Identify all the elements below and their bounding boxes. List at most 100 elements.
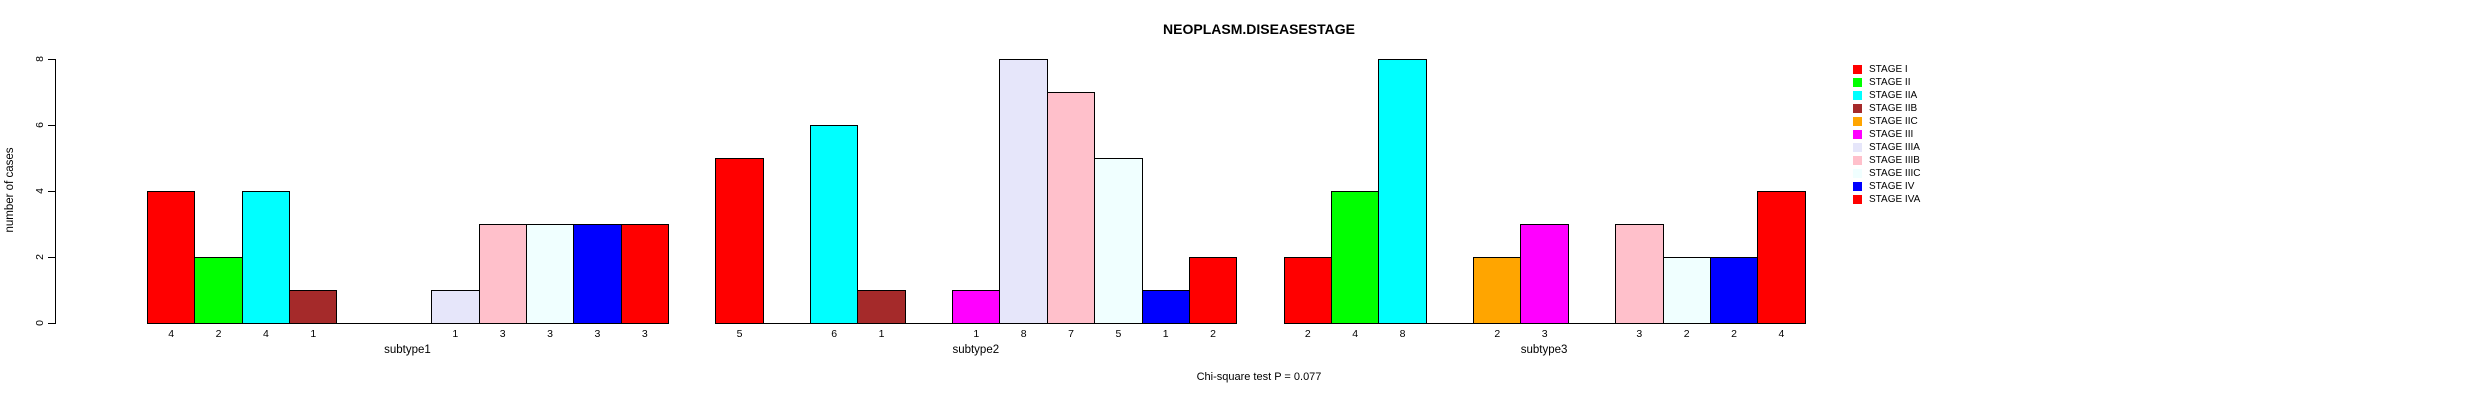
legend-label: STAGE IV [1869,181,1915,192]
bar-value-label: 4 [168,328,175,340]
bar-value-label: 3 [594,328,601,340]
bar-value-label: 2 [1304,328,1311,340]
y-axis-tick-label: 6 [34,122,46,128]
bar-value-label: 1 [452,328,459,340]
legend-item: STAGE IV [1853,180,1921,193]
bar-value-label: 1 [878,328,885,340]
bar-subtype2-stage-iiia [999,59,1048,324]
legend-swatch-icon [1853,78,1862,87]
bar-subtype3-stage-ii [1331,191,1380,324]
bar-value-label: 1 [973,328,980,340]
bar-subtype3-stage-iia [1378,59,1427,324]
bar-value-label: 3 [547,328,553,340]
bar-value-label: 5 [1115,328,1122,340]
legend-swatch-icon [1853,65,1862,74]
y-axis-line [55,59,56,324]
legend-item: STAGE IVA [1853,193,1921,206]
legend-label: STAGE IIIC [1869,168,1921,179]
legend-swatch-icon [1853,143,1862,152]
x-axis-group-label: subtype2 [952,344,1000,356]
bar-value-label: 1 [1162,328,1169,340]
legend-label: STAGE IIB [1869,103,1918,114]
bar-value-label: 2 [215,328,222,340]
bar-value-label: 4 [1778,328,1785,340]
bar-value-label: 4 [1352,328,1359,340]
legend-label: STAGE IIC [1869,116,1918,127]
bar-subtype1-stage-iiib [478,224,527,324]
legend-item: STAGE IIB [1853,102,1921,115]
x-axis-group-label: subtype3 [1520,344,1568,356]
legend-item: STAGE IIIA [1853,141,1921,154]
zero-height-bar-subtype2-stage-ii [762,323,812,324]
legend-item: STAGE III [1853,128,1921,141]
bar-subtype1-stage-iva [620,224,669,324]
bar-value-label: 1 [310,328,317,340]
legend-label: STAGE II [1869,77,1911,88]
legend-swatch-icon [1853,169,1862,178]
bar-value-label: 8 [1399,328,1406,340]
bar-subtype3-stage-iva [1757,191,1806,324]
bar-subtype2-stage-iib [857,290,906,324]
legend-swatch-icon [1853,156,1862,165]
legend-swatch-icon [1853,104,1862,113]
y-axis-label: number of cases [4,147,16,233]
bar-value-label: 3 [499,328,506,340]
y-axis-tick [48,191,55,192]
legend-swatch-icon [1853,182,1862,191]
bar-subtype2-stage-iv [1141,290,1190,324]
legend-item: STAGE II [1853,76,1921,89]
bar-subtype1-stage-iiia [431,290,480,324]
zero-height-bar-subtype2-stage-iic [904,323,954,324]
bar-subtype3-stage-iii [1520,224,1569,324]
bar-value-label: 2 [1494,328,1501,340]
bar-subtype2-stage-iiib [1046,92,1096,324]
bar-subtype3-stage-iic [1473,257,1522,324]
legend-swatch-icon [1853,117,1862,126]
bar-value-label: 5 [736,328,743,340]
y-axis-tick-label: 8 [34,56,46,62]
legend-item: STAGE IIA [1853,89,1921,102]
zero-height-bar-subtype1-stage-iii [383,323,433,324]
bar-value-label: 4 [262,328,269,340]
bar-value-label: 2 [1683,328,1690,340]
bar-subtype2-stage-i [715,158,764,324]
bar-subtype1-stage-ii [194,257,243,324]
legend-label: STAGE III [1869,129,1914,140]
bar-subtype2-stage-iia [810,125,859,324]
bar-subtype3-stage-iiib [1615,224,1664,324]
bar-subtype1-stage-iib [289,290,338,324]
legend-item: STAGE IIC [1853,115,1921,128]
legend-label: STAGE IIIA [1869,142,1920,153]
bar-subtype3-stage-i [1283,257,1332,324]
legend-item: STAGE IIIC [1853,167,1921,180]
bar-subtype2-stage-iii [952,290,1001,324]
bar-subtype1-stage-i [147,191,196,324]
legend-swatch-icon [1853,130,1862,139]
y-axis-tick [48,257,55,258]
y-axis-tick [48,323,55,324]
legend-item: STAGE IIIB [1853,154,1921,167]
bar-value-label: 8 [1020,328,1027,340]
y-axis-tick-label: 2 [34,254,46,260]
bar-subtype1-stage-iiic [525,224,575,324]
zero-height-bar-subtype3-stage-iib [1425,323,1475,324]
chart-title: NEOPLASM.DISEASESTAGE [1163,21,1355,37]
bar-value-label: 3 [641,328,648,340]
bar-value-label: 2 [1731,328,1737,340]
zero-height-bar-subtype1-stage-iic [336,323,385,324]
bar-value-label: 3 [1636,328,1643,340]
bar-subtype2-stage-iiic [1094,158,1143,324]
bar-value-label: 7 [1068,328,1074,340]
bar-subtype2-stage-iva [1188,257,1238,324]
legend: STAGE I STAGE II STAGE IIA STAGE IIB STAGE I… [1853,63,1921,206]
bar-subtype1-stage-iia [241,191,291,324]
legend-label: STAGE IVA [1869,194,1921,205]
legend-label: STAGE IIIB [1869,155,1920,166]
bar-subtype3-stage-iiic [1662,257,1711,324]
legend-swatch-icon [1853,91,1862,100]
legend-label: STAGE IIA [1869,90,1918,101]
y-axis-tick-label: 4 [34,188,46,194]
y-axis-tick [48,125,55,126]
legend-swatch-icon [1853,195,1862,204]
